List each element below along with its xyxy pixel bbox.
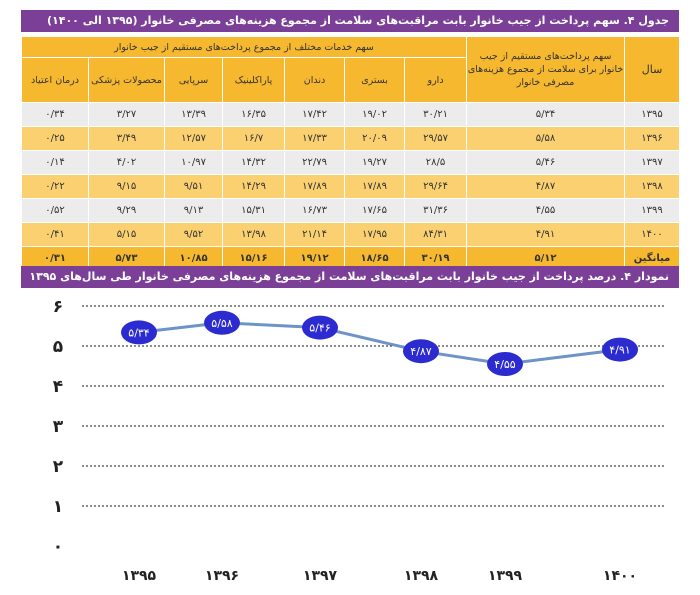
table-row: ۱۳۹۶ ۵/۵۸ ۲۹/۵۷ ۲۰/۰۹ ۱۷/۳۳ ۱۶/۷ ۱۲/۵۷ ۳/۴۹ ۰/۲۵ [20, 126, 681, 151]
table-cell: ۰/۱۴ [20, 150, 90, 175]
share-cell: ۴/۹۱ [466, 222, 626, 247]
year-cell: ۱۴۰۰ [624, 222, 681, 247]
table-cell: ۱۶/۷ [222, 126, 286, 151]
share-cell: ۴/۵۵ [466, 198, 626, 223]
year-cell: ۱۳۹۹ [624, 198, 681, 223]
data-label: ۵/۵۸ [211, 317, 233, 330]
table-cell: ۳۱/۳۶ [404, 198, 468, 223]
table-cell: ۱۰/۹۷ [164, 150, 224, 175]
table-cell: ۲۹/۵۷ [404, 126, 468, 151]
column-header: بستری [344, 57, 406, 103]
data-point [121, 320, 157, 345]
table-cell: ۲۰/۰۹ [344, 126, 406, 151]
table-cell: ۱۶/۷۳ [284, 198, 346, 223]
table-cell: ۵/۱۵ [88, 222, 166, 247]
data-point [403, 339, 439, 364]
share-cell: ۴/۸۷ [466, 174, 626, 199]
y-tick-label: ۲ [53, 457, 64, 477]
share-cell: ۵/۴۶ [466, 150, 626, 175]
table-cell: ۰/۴۱ [20, 222, 90, 247]
table-row: ۱۳۹۹ ۴/۵۵ ۳۱/۳۶ ۱۷/۶۵ ۱۶/۷۳ ۱۵/۳۱ ۹/۱۳ ۹/۲۹ ۰/۵۲ [20, 198, 681, 223]
table-cell: ۰/۵۲ [20, 198, 90, 223]
table-row: ۱۳۹۵ ۵/۳۴ ۳۰/۲۱ ۱۹/۰۲ ۱۷/۴۲ ۱۶/۳۵ ۱۳/۳۹ ۳/۲۷ ۰/۳… [20, 102, 681, 127]
table-row: ۱۳۹۸ ۴/۸۷ ۲۹/۶۴ ۱۷/۸۹ ۱۷/۸۹ ۱۴/۲۹ ۹/۵۱ ۹/۱۵ ۰/۲۲ [20, 174, 681, 199]
table-cell: ۱۷/۹۵ [344, 222, 406, 247]
table-cell: ۹/۵۲ [164, 222, 224, 247]
x-tick-label: ۱۳۹۷ [303, 568, 338, 584]
column-header: پاراکلینیک [222, 57, 286, 103]
table-cell: ۰/۲۲ [20, 174, 90, 199]
table-cell: ۲۱/۱۴ [284, 222, 346, 247]
year-column-header: سال [624, 36, 681, 103]
table-cell: ۱۳/۹۸ [222, 222, 286, 247]
data-point [487, 352, 523, 376]
column-header: محصولات پزشکی [88, 57, 166, 103]
table-cell: ۱۹/۲۷ [344, 150, 406, 175]
year-cell: ۱۳۹۶ [624, 126, 681, 151]
chart-title: نمودار ۴. درصد پرداخت از جیب خانوار بابت… [21, 266, 679, 305]
table-cell: ۱۵/۳۱ [222, 198, 286, 223]
y-tick-label: ۵ [53, 337, 63, 357]
y-tick-label: ۰ [53, 537, 63, 557]
table-row: ۱۴۰۰ ۴/۹۱ ۸۴/۳۱ ۱۷/۹۵ ۲۱/۱۴ ۱۳/۹۸ ۹/۵۲ ۵/۱۵ ۰/۴۱ [20, 222, 681, 247]
table-cell: ۹/۲۹ [88, 198, 166, 223]
share-cell: ۵/۵۸ [466, 126, 626, 151]
table-cell: ۱۷/۳۳ [284, 126, 346, 151]
data-label: ۵/۴۶ [309, 322, 330, 335]
services-group-header: سهم خدمات مختلف از مجموع پرداخت‌های مستق… [20, 36, 468, 58]
table-cell: ۱۴/۳۲ [222, 150, 286, 175]
table-row: ۱۳۹۷ ۵/۴۶ ۲۸/۵ ۱۹/۲۷ ۲۲/۷۹ ۱۴/۳۲ ۱۰/۹۷ ۴/۰۲ ۰/۱۴ [20, 150, 681, 175]
table-cell: ۹/۵۱ [164, 174, 224, 199]
table-cell: ۳۰/۲۱ [404, 102, 468, 127]
x-tick-label: ۱۳۹۵ [122, 568, 157, 584]
data-point [602, 337, 638, 362]
table-cell: ۳/۲۷ [88, 102, 166, 127]
table-cell: ۸۴/۳۱ [404, 222, 468, 247]
line-chart: ۰ ۱ ۲ ۳ ۴ ۵ ۶ ۵/۳۴ ۵/۵۸ ۵/۴۶ ۴/۸۷ ۴/۵۵ ۴/۹۱ ۱۳۹۵ ۱۳۹۶ ۱… [53, 297, 665, 584]
table-cell: ۱۶/۳۵ [222, 102, 286, 127]
table-title: جدول ۴. سهم پرداخت از جیب خانوار بابت مر… [21, 10, 679, 32]
table-cell: ۱۷/۶۵ [344, 198, 406, 223]
x-tick-label: ۱۳۹۹ [488, 568, 523, 584]
table-cell: ۹/۱۵ [88, 174, 166, 199]
data-point [302, 315, 338, 340]
table-cell: ۱۲/۵۷ [164, 126, 224, 151]
year-cell: ۱۳۹۵ [624, 102, 681, 127]
column-header: سرپایی [164, 57, 224, 103]
column-header: دارو [404, 57, 468, 103]
share-cell: ۵/۳۴ [466, 102, 626, 127]
table-cell: ۲۸/۵ [404, 150, 468, 175]
x-tick-label: ۱۳۹۶ [205, 568, 239, 584]
table-cell: ۰/۲۵ [20, 126, 90, 151]
x-tick-label: ۱۴۰۰ [603, 568, 637, 584]
table-cell: ۱۷/۸۹ [344, 174, 406, 199]
table-cell: ۱۷/۴۲ [284, 102, 346, 127]
column-header: درمان اعتیاد [20, 57, 90, 103]
year-cell: ۱۳۹۷ [624, 150, 681, 175]
data-label: ۴/۸۷ [410, 345, 432, 358]
y-tick-label: ۱ [53, 497, 63, 517]
data-label: ۴/۵۵ [494, 358, 516, 371]
table-cell: ۱۹/۰۲ [344, 102, 406, 127]
table-cell: ۴/۰۲ [88, 150, 166, 175]
table-cell: ۳/۴۹ [88, 126, 166, 151]
table-cell: ۱۷/۸۹ [284, 174, 346, 199]
table-cell: ۹/۱۳ [164, 198, 224, 223]
x-tick-label: ۱۳۹۸ [404, 568, 439, 584]
column-header: دندان [284, 57, 346, 103]
share-column-header: سهم پرداخت‌های مستقیم از جیب خانوار برای… [466, 36, 626, 103]
table-cell: ۰/۳۴ [20, 102, 90, 127]
table-cell: ۱۴/۲۹ [222, 174, 286, 199]
data-label: ۴/۹۱ [609, 344, 630, 357]
y-tick-label: ۴ [53, 377, 63, 397]
y-tick-label: ۳ [53, 417, 64, 437]
y-tick-label: ۶ [53, 297, 63, 317]
table-cell: ۲۲/۷۹ [284, 150, 346, 175]
table-cell: ۱۳/۳۹ [164, 102, 224, 127]
data-point [204, 310, 240, 335]
table-cell: ۲۹/۶۴ [404, 174, 468, 199]
data-table: سال سهم پرداخت‌های مستقیم از جیب خانوار … [20, 36, 681, 271]
year-cell: ۱۳۹۸ [624, 174, 681, 199]
data-label: ۵/۳۴ [128, 326, 150, 339]
